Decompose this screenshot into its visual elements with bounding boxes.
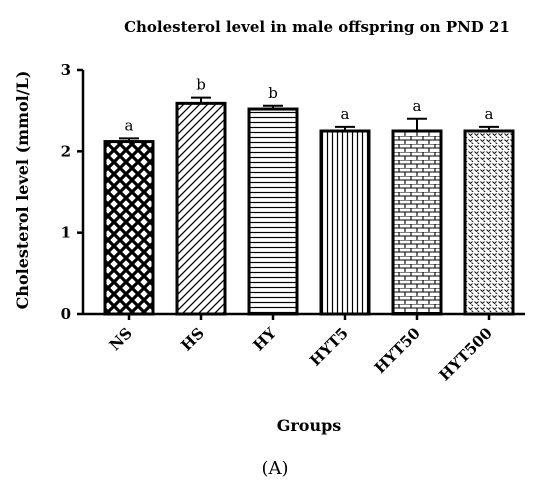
y-tick-label: 2 — [61, 142, 71, 160]
panel-label: (A) — [261, 458, 288, 479]
bar — [391, 129, 443, 316]
bar — [463, 129, 515, 316]
x-tick-label: HYT5 — [306, 324, 352, 370]
bar — [319, 129, 371, 316]
significance-label: a — [341, 105, 350, 123]
chart-title: Cholesterol level in male offspring on P… — [124, 18, 510, 36]
bar — [247, 107, 299, 316]
plot-area: 0 1 2 3 a NS b HS b HY a HYT5 a HYT50 a HYT500 — [61, 61, 525, 384]
bar — [103, 140, 155, 316]
y-tick-label: 3 — [61, 61, 71, 79]
y-tick-label: 1 — [61, 224, 71, 242]
x-tick-label: HYT500 — [435, 324, 495, 384]
bar — [175, 101, 227, 316]
y-tick-label: 0 — [61, 305, 71, 323]
y-axis-label: Cholesterol level (mmol/L) — [13, 71, 32, 310]
significance-label: a — [485, 105, 494, 123]
significance-label: a — [125, 116, 134, 134]
x-axis-label: Groups — [277, 416, 342, 435]
significance-label: a — [413, 97, 422, 115]
x-tick-label: HYT50 — [371, 324, 424, 377]
x-tick-label: NS — [106, 324, 136, 354]
significance-label: b — [268, 84, 278, 102]
significance-label: b — [196, 76, 206, 94]
x-tick-label: HS — [177, 324, 207, 354]
x-tick-label: HY — [250, 324, 281, 355]
